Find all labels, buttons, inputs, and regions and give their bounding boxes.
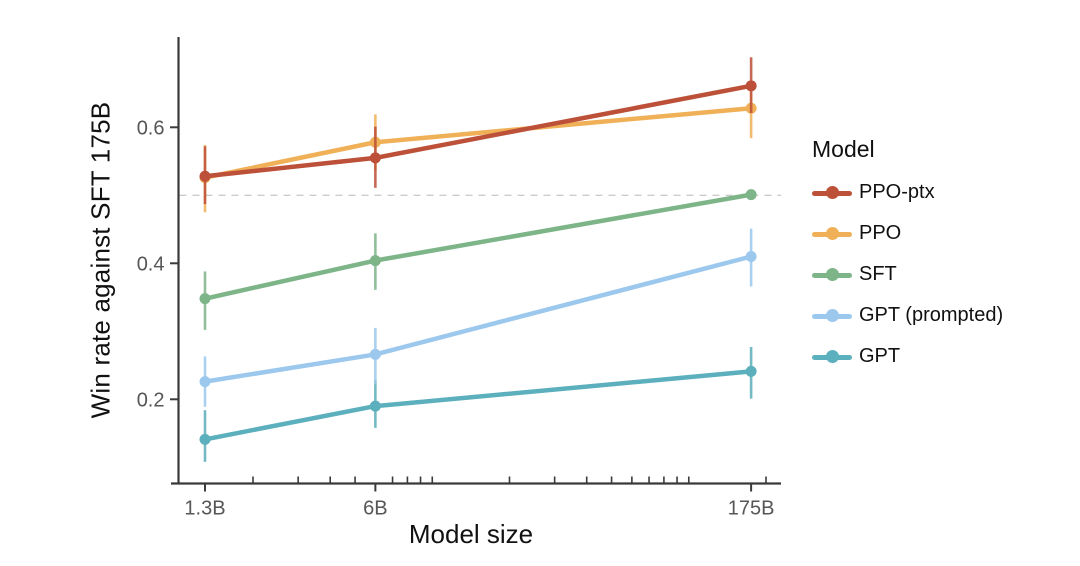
- legend-marker-icon: [812, 186, 852, 200]
- legend-item-ppo-ptx: PPO-ptx: [812, 172, 1003, 213]
- legend-marker-icon: [812, 227, 852, 241]
- legend-item-label: GPT: [859, 345, 901, 367]
- data-point: [199, 170, 211, 182]
- legend-item-gpt: GPT: [812, 336, 1003, 377]
- data-point: [369, 348, 381, 360]
- data-point: [369, 400, 381, 412]
- series-line: [202, 192, 754, 301]
- data-point: [199, 376, 211, 388]
- data-point: [745, 365, 757, 377]
- legend-item-sft: SFT: [812, 254, 1003, 295]
- legend-item-label: PPO: [859, 222, 902, 244]
- legend-marker-icon: [812, 309, 852, 323]
- x-tick-label: 1.3B: [184, 498, 225, 520]
- x-axis-label: Model size: [408, 519, 534, 549]
- legend-item-gpt-prompted: GPT (prompted): [812, 295, 1003, 336]
- data-point: [745, 80, 757, 92]
- data-point: [199, 293, 211, 305]
- y-tick-label: 0.6: [137, 117, 165, 139]
- data-point: [745, 251, 757, 262]
- legend-item-label: SFT: [859, 263, 897, 285]
- series-line: [202, 254, 754, 384]
- y-tick-label: 0.4: [137, 253, 165, 275]
- legend-title: Model: [812, 136, 875, 162]
- legend-item-label: GPT (prompted): [859, 304, 1004, 326]
- data-point: [745, 189, 757, 201]
- legend-marker-icon: [812, 268, 852, 282]
- y-axis-label: Win rate against SFT 175B: [85, 101, 116, 419]
- legend-item-ppo: PPO: [812, 213, 1003, 254]
- legend-item-label: PPO-ptx: [859, 181, 935, 203]
- y-tick-label: 0.2: [137, 389, 165, 411]
- series-line: [202, 369, 754, 442]
- x-tick-label: 6B: [363, 498, 387, 520]
- x-tick-label: 175B: [728, 498, 775, 520]
- data-point: [199, 433, 211, 445]
- legend-items: PPO-ptx PPO SFT GPT (prompted) GPT: [812, 172, 1003, 377]
- legend: Model PPO-ptx PPO SFT GPT (prompted) GPT: [812, 136, 1003, 377]
- data-point: [369, 152, 381, 164]
- legend-marker-icon: [812, 350, 852, 364]
- data-point: [369, 255, 381, 267]
